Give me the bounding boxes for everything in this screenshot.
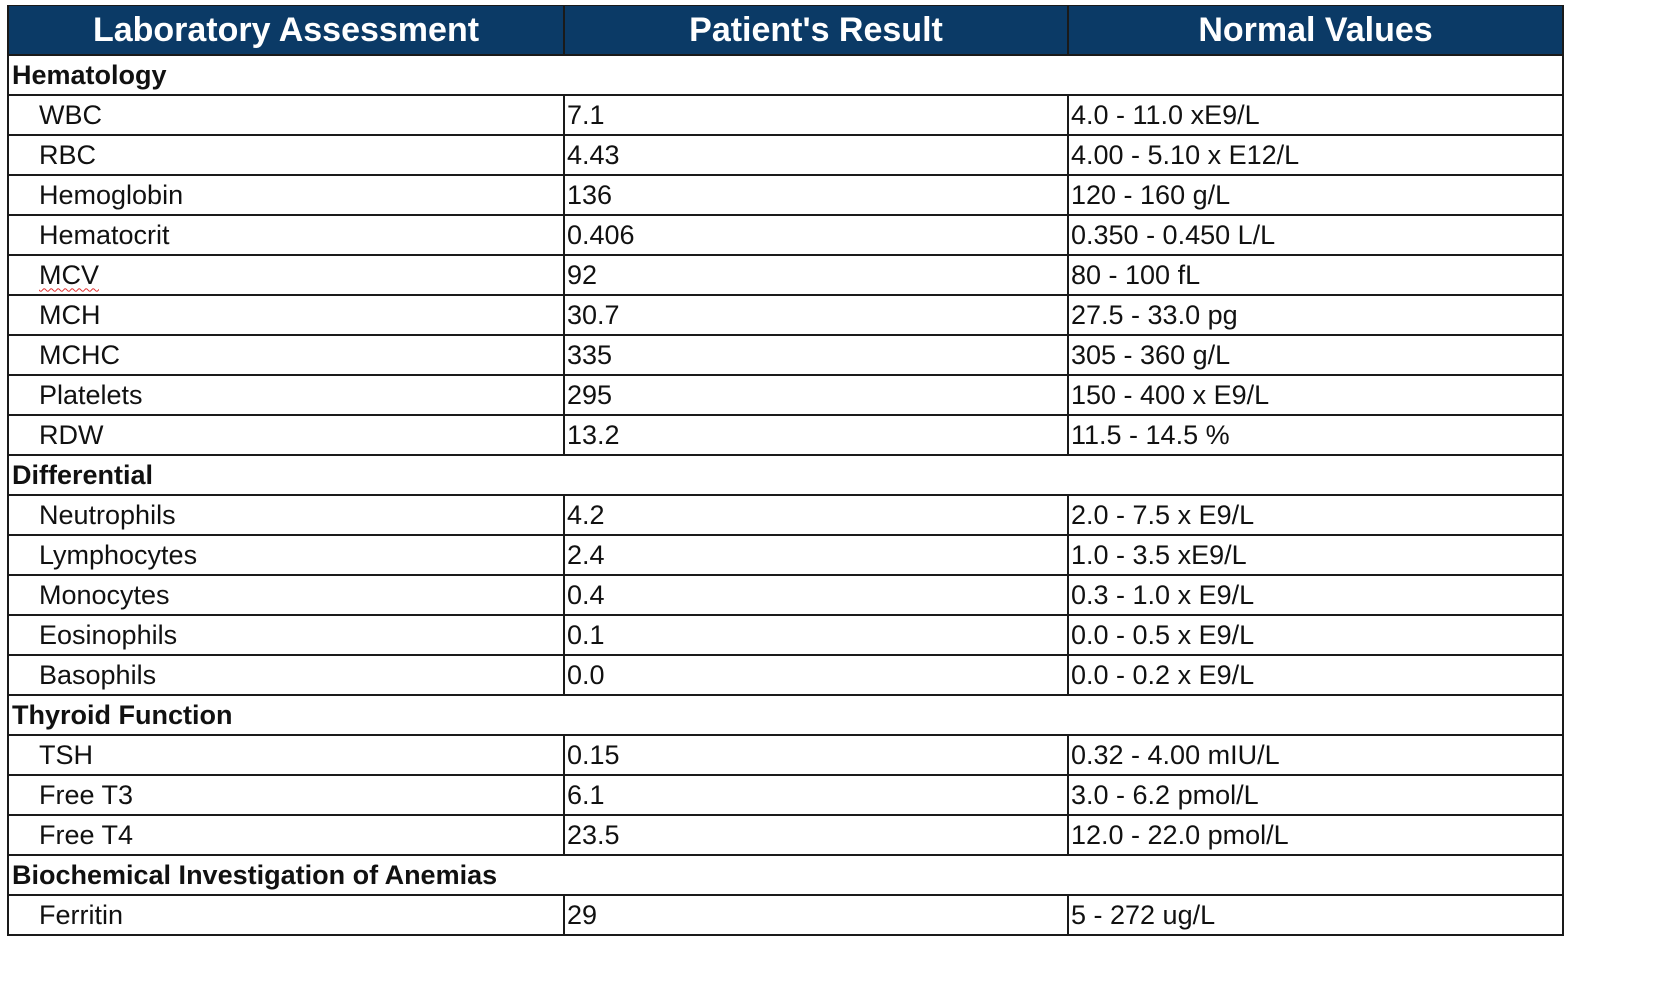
header-patient-result: Patient's Result — [563, 5, 1069, 56]
patient-result: 295 — [563, 374, 1069, 416]
table-row: TSH 0.15 0.32 - 4.00 mIU/L — [7, 734, 1564, 776]
normal-value: 150 - 400 x E9/L — [1067, 374, 1564, 416]
table-row: Hematocrit 0.406 0.350 - 0.450 L/L — [7, 214, 1564, 256]
patient-result: 0.0 — [563, 654, 1069, 696]
normal-value: 0.0 - 0.5 x E9/L — [1067, 614, 1564, 656]
table-row: Platelets 295 150 - 400 x E9/L — [7, 374, 1564, 416]
normal-value: 0.3 - 1.0 x E9/L — [1067, 574, 1564, 616]
table-row: Eosinophils 0.1 0.0 - 0.5 x E9/L — [7, 614, 1564, 656]
header-laboratory-assessment: Laboratory Assessment — [7, 5, 565, 56]
patient-result: 92 — [563, 254, 1069, 296]
test-name: Free T3 — [7, 774, 565, 816]
patient-result: 0.1 — [563, 614, 1069, 656]
table-row: Basophils 0.0 0.0 - 0.2 x E9/L — [7, 654, 1564, 696]
patient-result: 2.4 — [563, 534, 1069, 576]
lab-results-table: Laboratory Assessment Patient's Result N… — [7, 5, 1564, 936]
normal-value: 80 - 100 fL — [1067, 254, 1564, 296]
test-name: RDW — [7, 414, 565, 456]
test-name: WBC — [7, 94, 565, 136]
patient-result: 4.43 — [563, 134, 1069, 176]
section-row-differential: Differential — [7, 454, 1564, 496]
normal-value: 1.0 - 3.5 xE9/L — [1067, 534, 1564, 576]
test-name: RBC — [7, 134, 565, 176]
patient-result: 0.406 — [563, 214, 1069, 256]
section-title: Differential — [7, 454, 1564, 496]
patient-result: 29 — [563, 894, 1069, 936]
header-normal-values: Normal Values — [1067, 5, 1564, 56]
test-name-cell: MCV — [7, 254, 565, 296]
test-name: Hemoglobin — [7, 174, 565, 216]
test-name: Lymphocytes — [7, 534, 565, 576]
section-row-hematology: Hematology — [7, 54, 1564, 96]
test-name: Hematocrit — [7, 214, 565, 256]
normal-value: 0.350 - 0.450 L/L — [1067, 214, 1564, 256]
normal-value: 0.32 - 4.00 mIU/L — [1067, 734, 1564, 776]
patient-result: 6.1 — [563, 774, 1069, 816]
patient-result: 0.15 — [563, 734, 1069, 776]
section-title: Biochemical Investigation of Anemias — [7, 854, 1564, 896]
normal-value: 3.0 - 6.2 pmol/L — [1067, 774, 1564, 816]
normal-value: 120 - 160 g/L — [1067, 174, 1564, 216]
test-name: Free T4 — [7, 814, 565, 856]
test-name: Monocytes — [7, 574, 565, 616]
normal-value: 4.0 - 11.0 xE9/L — [1067, 94, 1564, 136]
test-name: Ferritin — [7, 894, 565, 936]
table-row: Monocytes 0.4 0.3 - 1.0 x E9/L — [7, 574, 1564, 616]
table-row: Ferritin 29 5 - 272 ug/L — [7, 894, 1564, 936]
normal-value: 4.00 - 5.10 x E12/L — [1067, 134, 1564, 176]
normal-value: 5 - 272 ug/L — [1067, 894, 1564, 936]
table-row: RDW 13.2 11.5 - 14.5 % — [7, 414, 1564, 456]
patient-result: 335 — [563, 334, 1069, 376]
section-title: Thyroid Function — [7, 694, 1564, 736]
test-name: MCHC — [7, 334, 565, 376]
patient-result: 4.2 — [563, 494, 1069, 536]
section-row-thyroid-function: Thyroid Function — [7, 694, 1564, 736]
table-row: Free T4 23.5 12.0 - 22.0 pmol/L — [7, 814, 1564, 856]
test-name: Neutrophils — [7, 494, 565, 536]
test-name: MCV — [39, 259, 99, 290]
section-row-biochemical-investigation: Biochemical Investigation of Anemias — [7, 854, 1564, 896]
test-name: Eosinophils — [7, 614, 565, 656]
table-row: MCHC 335 305 - 360 g/L — [7, 334, 1564, 376]
section-title: Hematology — [7, 54, 1564, 96]
table-row: MCH 30.7 27.5 - 33.0 pg — [7, 294, 1564, 336]
table-header-row: Laboratory Assessment Patient's Result N… — [7, 5, 1564, 56]
table-row: WBC 7.1 4.0 - 11.0 xE9/L — [7, 94, 1564, 136]
normal-value: 0.0 - 0.2 x E9/L — [1067, 654, 1564, 696]
table-row: Neutrophils 4.2 2.0 - 7.5 x E9/L — [7, 494, 1564, 536]
table-row: Lymphocytes 2.4 1.0 - 3.5 xE9/L — [7, 534, 1564, 576]
normal-value: 2.0 - 7.5 x E9/L — [1067, 494, 1564, 536]
patient-result: 7.1 — [563, 94, 1069, 136]
normal-value: 12.0 - 22.0 pmol/L — [1067, 814, 1564, 856]
table-row: RBC 4.43 4.00 - 5.10 x E12/L — [7, 134, 1564, 176]
normal-value: 27.5 - 33.0 pg — [1067, 294, 1564, 336]
table-row: Hemoglobin 136 120 - 160 g/L — [7, 174, 1564, 216]
normal-value: 305 - 360 g/L — [1067, 334, 1564, 376]
patient-result: 0.4 — [563, 574, 1069, 616]
test-name: MCH — [7, 294, 565, 336]
patient-result: 136 — [563, 174, 1069, 216]
patient-result: 23.5 — [563, 814, 1069, 856]
table-row: Free T3 6.1 3.0 - 6.2 pmol/L — [7, 774, 1564, 816]
test-name: Basophils — [7, 654, 565, 696]
patient-result: 30.7 — [563, 294, 1069, 336]
normal-value: 11.5 - 14.5 % — [1067, 414, 1564, 456]
table-row: MCV 92 80 - 100 fL — [7, 254, 1564, 296]
test-name: TSH — [7, 734, 565, 776]
test-name: Platelets — [7, 374, 565, 416]
patient-result: 13.2 — [563, 414, 1069, 456]
